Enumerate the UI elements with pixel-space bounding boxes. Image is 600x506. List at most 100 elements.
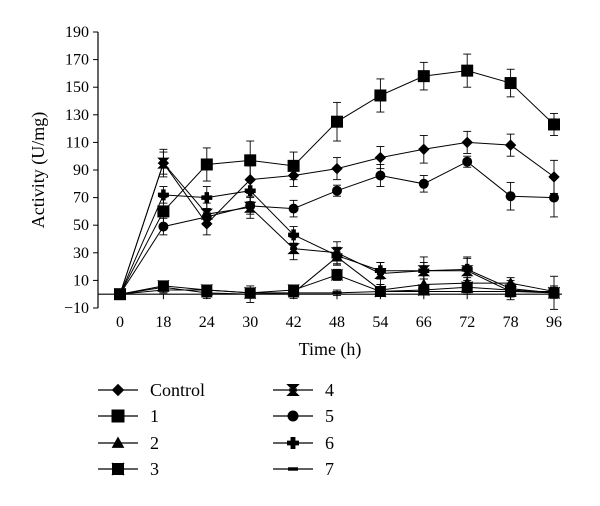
- y-tick-label: 190: [65, 24, 89, 41]
- data-point: [375, 170, 386, 181]
- data-point: [375, 289, 385, 294]
- data-point: [244, 154, 257, 167]
- legend-item-4: 3: [98, 459, 159, 479]
- data-point: [244, 185, 256, 197]
- data-point: [418, 178, 429, 189]
- data-point: [157, 205, 170, 218]
- y-axis-title: Activity (U/mg): [28, 112, 49, 228]
- y-tick-label: −10: [64, 300, 89, 317]
- ticks: −10 10 30 50 70 90 110 130 150 170 190 0 18 24 30 42 48 5…: [64, 24, 562, 331]
- legend-item-2: 1: [98, 406, 159, 426]
- legend-marker: [111, 409, 125, 423]
- x-tick-label: 78: [503, 314, 519, 331]
- data-point: [158, 288, 168, 292]
- data-point: [374, 89, 387, 102]
- data-point: [461, 64, 474, 77]
- legend-marker: [287, 410, 299, 422]
- legend-marker: [287, 437, 299, 449]
- legend-marker: [111, 383, 125, 397]
- data-point: [201, 192, 213, 204]
- legend-marker: [111, 462, 125, 476]
- data-point: [332, 185, 342, 196]
- x-tick-label: 54: [372, 314, 388, 331]
- data-point: [287, 159, 300, 172]
- data-point: [245, 200, 256, 211]
- y-tick-label: 10: [73, 272, 89, 289]
- x-tick-label: 0: [116, 314, 124, 331]
- legend-label: Control: [150, 380, 205, 400]
- data-point: [549, 192, 559, 203]
- data-point: [506, 289, 516, 294]
- legend-marker: [286, 384, 300, 396]
- x-axis-title: Time (h): [299, 339, 362, 360]
- data-point: [504, 77, 517, 90]
- legend-label: 1: [150, 406, 159, 426]
- data-point: [157, 189, 169, 201]
- y-tick-label: 170: [65, 52, 89, 69]
- data-point: [157, 157, 170, 169]
- legend-label: 6: [325, 433, 334, 453]
- data-point: [331, 250, 343, 262]
- data-point: [505, 191, 516, 202]
- x-tick-label: 30: [242, 314, 258, 331]
- x-tick-label: 18: [155, 314, 171, 331]
- y-tick-label: 50: [73, 217, 89, 234]
- series-7: [114, 179, 560, 310]
- legend: Control 1 2 3 4 5 6 7: [98, 380, 334, 479]
- data-point: [288, 229, 300, 241]
- x-tick-label: 24: [199, 314, 215, 331]
- data-point: [418, 143, 430, 156]
- x-tick-label: 96: [546, 314, 562, 331]
- data-point: [461, 263, 473, 275]
- data-point: [158, 221, 169, 232]
- legend-label: 3: [150, 459, 159, 479]
- y-tick-label: 130: [65, 107, 89, 124]
- legend-item-7: 6: [273, 433, 334, 453]
- data-point: [419, 289, 429, 294]
- legend-label: 5: [325, 406, 334, 426]
- legend-marker: [111, 436, 125, 448]
- legend-item-3: 2: [98, 433, 159, 453]
- x-tick-label: 66: [416, 314, 432, 331]
- data-point: [201, 211, 212, 222]
- data-point: [200, 158, 213, 171]
- data-point: [549, 289, 559, 294]
- series-8: [115, 286, 559, 297]
- data-point: [289, 291, 299, 295]
- data-point: [461, 136, 473, 149]
- legend-label: 2: [150, 433, 159, 453]
- data-point: [418, 265, 430, 277]
- legend-item-8: 7: [273, 459, 334, 479]
- data-point: [245, 291, 255, 295]
- plot-area: [113, 53, 561, 310]
- data-point: [374, 265, 386, 277]
- y-tick-label: 150: [65, 79, 89, 96]
- legend-item-5: 4: [273, 380, 334, 400]
- data-point: [462, 289, 472, 294]
- x-tick-label: 48: [329, 314, 345, 331]
- x-tick-label: 42: [286, 314, 302, 331]
- data-point: [202, 288, 212, 292]
- data-point: [288, 203, 299, 214]
- data-point: [331, 162, 343, 175]
- data-point: [548, 118, 560, 131]
- legend-label: 4: [325, 380, 334, 400]
- data-point: [331, 115, 343, 128]
- legend-marker: [288, 467, 298, 471]
- y-tick-label: 70: [73, 190, 89, 207]
- legend-item-6: 5: [273, 406, 334, 426]
- y-tick-label: 30: [73, 245, 89, 262]
- data-point: [330, 268, 344, 282]
- data-point: [374, 151, 387, 164]
- y-tick-label: 90: [73, 162, 89, 179]
- data-point: [287, 243, 300, 255]
- data-point: [462, 156, 473, 167]
- legend-item-1: Control: [98, 380, 205, 400]
- data-point: [332, 291, 342, 295]
- x-tick-label: 72: [459, 314, 475, 331]
- data-point: [417, 70, 430, 83]
- y-tick-label: 110: [66, 134, 89, 151]
- data-point: [504, 139, 517, 151]
- legend-label: 7: [325, 459, 334, 479]
